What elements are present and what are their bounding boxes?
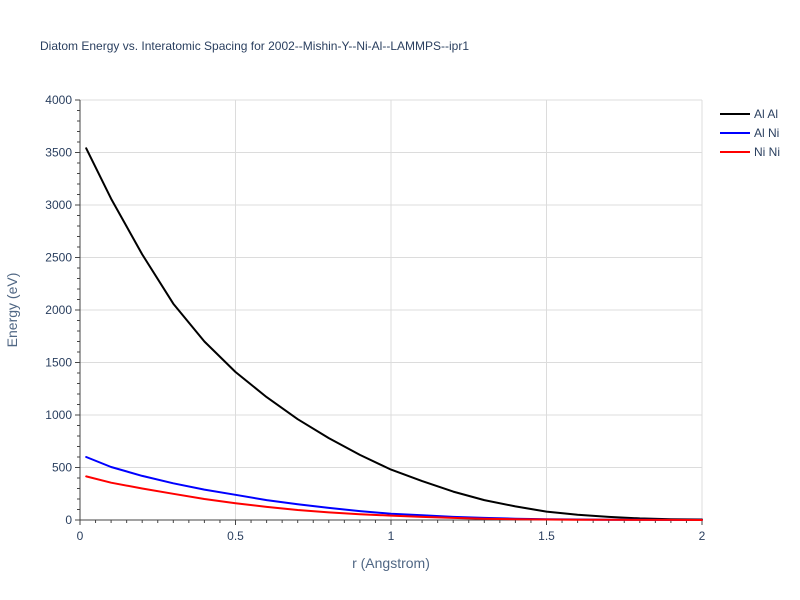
series-line-al-al (85, 147, 703, 521)
x-axis: 0 0.5 1 1.5 2 (77, 519, 706, 543)
y-axis: 0 500 1000 1500 2000 2500 3000 3500 4000 (45, 93, 81, 527)
grid (80, 99, 703, 520)
legend-label: Ni Ni (754, 145, 780, 159)
y-tick-label: 0 (65, 513, 72, 527)
chart-title: Diatom Energy vs. Interatomic Spacing fo… (40, 39, 469, 53)
legend-item-al-al[interactable]: Al Al (720, 107, 778, 121)
legend-label: Al Ni (754, 126, 779, 140)
legend-label: Al Al (754, 107, 778, 121)
y-tick-label: 500 (52, 461, 72, 475)
legend-item-ni-ni[interactable]: Ni Ni (720, 145, 780, 159)
y-tick-label: 1500 (45, 356, 72, 370)
y-tick-label: 3000 (45, 198, 72, 212)
x-axis-title: r (Angstrom) (352, 555, 430, 571)
x-tick-label: 2 (699, 529, 706, 543)
series-line-ni-ni (85, 475, 703, 521)
y-axis-title: Energy (eV) (4, 273, 20, 348)
y-tick-label: 3500 (45, 146, 72, 160)
series-lines (85, 147, 703, 521)
y-tick-label: 2000 (45, 303, 72, 317)
y-tick-label: 2500 (45, 251, 72, 265)
x-tick-label: 0.5 (227, 529, 244, 543)
y-tick-label: 4000 (45, 93, 72, 107)
x-tick-label: 1.5 (538, 529, 555, 543)
x-tick-label: 0 (77, 529, 84, 543)
y-tick-label: 1000 (45, 408, 72, 422)
x-tick-label: 1 (388, 529, 395, 543)
series-line-al-ni (85, 456, 703, 521)
legend[interactable]: Al Al Al Ni Ni Ni (720, 107, 780, 159)
legend-item-al-ni[interactable]: Al Ni (720, 126, 779, 140)
